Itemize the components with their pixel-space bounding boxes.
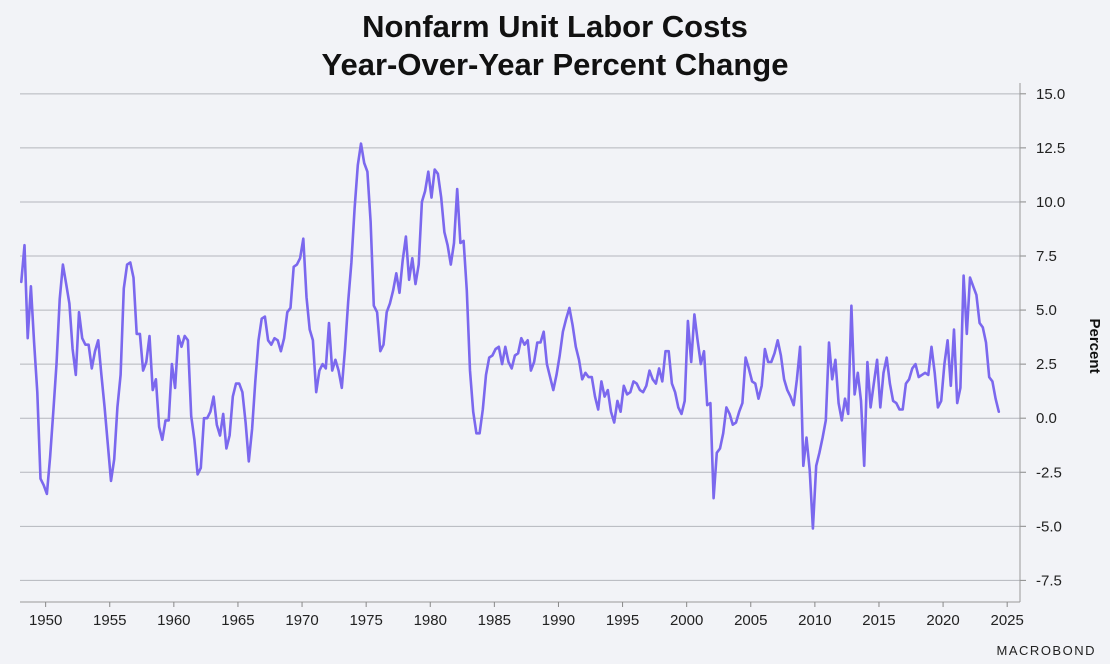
x-tick-label: 1950 — [29, 612, 62, 629]
y-tick-label: 15.0 — [1036, 86, 1065, 103]
x-tick-label: 1975 — [349, 612, 382, 629]
x-tick-label: 1965 — [221, 612, 254, 629]
x-tick-label: 1980 — [414, 612, 447, 629]
series-line — [19, 142, 1001, 530]
y-tick-label: 12.5 — [1036, 140, 1065, 157]
x-tick-label: 1990 — [542, 612, 575, 629]
x-tick-label: 1985 — [478, 612, 511, 629]
y-tick-label: 2.5 — [1036, 356, 1057, 373]
y-tick-label: -5.0 — [1036, 518, 1062, 535]
chart-title-block: Nonfarm Unit Labor Costs Year-Over-Year … — [0, 8, 1110, 84]
y-axis-label: Percent — [1086, 318, 1103, 373]
chart-subtitle: Year-Over-Year Percent Change — [321, 47, 789, 82]
x-tick-label: 1970 — [285, 612, 318, 629]
x-tick-label: 2010 — [798, 612, 831, 629]
x-tick-label: 2000 — [670, 612, 703, 629]
x-tick-label: 2020 — [926, 612, 959, 629]
y-tick-label: 10.0 — [1036, 194, 1065, 211]
x-tick-label: 1960 — [157, 612, 190, 629]
x-tick-label: 2005 — [734, 612, 767, 629]
x-tick-label: 1955 — [93, 612, 126, 629]
brand-logo: MACROBOND — [996, 643, 1096, 658]
y-tick-label: 7.5 — [1036, 248, 1057, 265]
y-tick-label: 0.0 — [1036, 410, 1057, 427]
x-tick-label: 2025 — [990, 612, 1023, 629]
y-tick-label: 5.0 — [1036, 302, 1057, 319]
x-tick-label: 2015 — [862, 612, 895, 629]
x-tick-label: 1995 — [606, 612, 639, 629]
y-tick-label: -2.5 — [1036, 464, 1062, 481]
y-tick-label: -7.5 — [1036, 572, 1062, 589]
chart-title: Nonfarm Unit Labor Costs — [362, 9, 748, 44]
